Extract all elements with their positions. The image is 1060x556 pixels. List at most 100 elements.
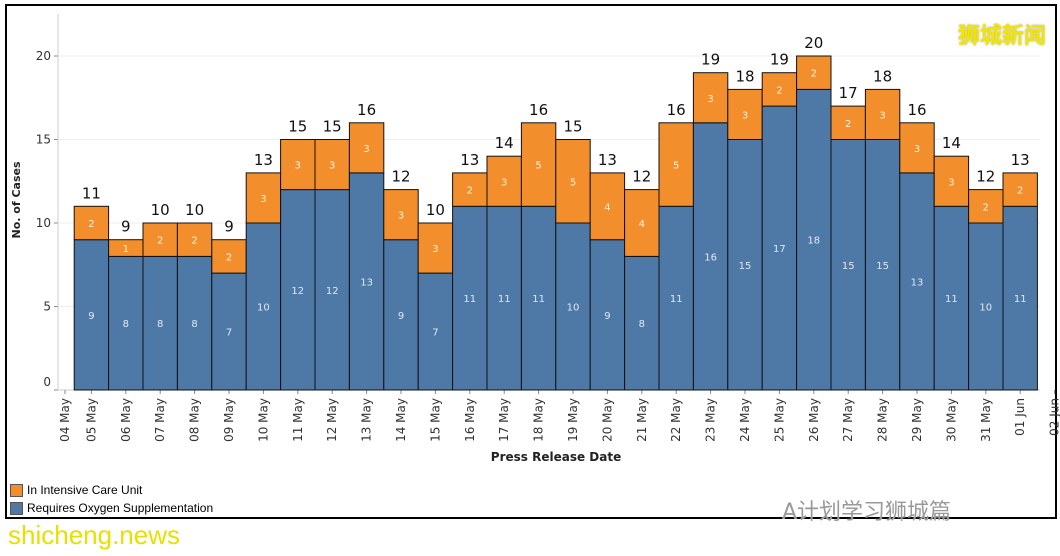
total-label: 18 [735, 67, 754, 85]
data-label-icu: 2 [191, 236, 197, 247]
x-tick-label: 21 May [635, 398, 649, 442]
data-label-oxygen: 9 [398, 311, 404, 322]
total-label: 11 [82, 184, 101, 202]
total-label: 12 [976, 168, 995, 186]
bar-icu [830, 105, 866, 140]
bar-icu [280, 139, 316, 191]
bar-icu [176, 222, 213, 257]
bar-icu [624, 189, 660, 257]
bar-icu [520, 122, 557, 207]
data-label-icu: 3 [914, 144, 920, 155]
data-label-oxygen: 18 [807, 236, 820, 247]
x-tick-label: 22 May [669, 398, 683, 442]
total-label: 9 [121, 218, 131, 236]
data-label-oxygen: 10 [567, 303, 580, 314]
bar-oxygen [968, 222, 1004, 391]
x-axis-title: Press Release Date [491, 450, 621, 464]
data-label-icu: 3 [879, 110, 885, 121]
data-label-icu: 2 [983, 202, 989, 213]
x-tick-label: 27 May [841, 398, 855, 442]
y-tick-label: 10 [36, 216, 51, 230]
data-label-icu: 4 [639, 219, 645, 230]
bar-icu [1002, 172, 1038, 207]
total-label: 14 [495, 134, 514, 152]
legend-swatch-oxygen [10, 501, 23, 515]
data-label-oxygen: 16 [704, 252, 717, 263]
bar-oxygen [899, 172, 935, 391]
data-label-icu: 2 [467, 186, 473, 197]
x-tick-label: 24 May [738, 398, 752, 442]
total-label: 9 [224, 218, 234, 236]
x-tick-label: 07 May [153, 398, 167, 442]
data-label-icu: 2 [811, 69, 817, 80]
data-label-oxygen: 8 [157, 319, 163, 330]
x-tick-label: 08 May [188, 398, 202, 442]
data-label-icu: 3 [260, 194, 266, 205]
bar-icu [968, 189, 1004, 224]
data-label-icu: 2 [157, 236, 163, 247]
total-label: 16 [667, 101, 686, 119]
x-tick-label: 26 May [807, 398, 821, 442]
x-tick-label: 02 Jun [1048, 398, 1060, 436]
data-label-oxygen: 15 [842, 261, 855, 272]
data-label-icu: 2 [88, 219, 94, 230]
data-label-oxygen: 12 [326, 286, 339, 297]
bar-icu [727, 88, 763, 140]
data-label-icu: 4 [604, 202, 610, 213]
bar-oxygen [761, 105, 798, 391]
x-tick-label: 23 May [704, 398, 718, 442]
y-axis-title: No. of Cases [10, 161, 23, 238]
total-label: 16 [529, 101, 548, 119]
data-label-oxygen: 17 [773, 244, 786, 255]
y-tick-label: 20 [36, 49, 51, 63]
data-label-icu: 2 [226, 252, 232, 263]
bar-oxygen [555, 222, 591, 391]
legend: In Intensive Care Unit Requires Oxygen S… [10, 481, 213, 517]
bar-oxygen [933, 205, 970, 391]
total-label: 18 [873, 67, 892, 85]
total-label: 19 [701, 51, 720, 69]
bar-icu [692, 72, 729, 124]
legend-label-oxygen: Requires Oxygen Supplementation [27, 501, 214, 515]
total-label: 12 [632, 168, 651, 186]
total-label: 15 [323, 118, 342, 136]
x-tick-label: 13 May [360, 398, 374, 442]
data-label-icu: 3 [363, 144, 369, 155]
legend-swatch-icu [10, 483, 23, 497]
total-label: 10 [151, 201, 170, 219]
watermark-wechat: A计划学习狮城篇 [782, 500, 952, 525]
total-label: 10 [426, 201, 445, 219]
bar-oxygen [1002, 205, 1038, 391]
data-label-oxygen: 13 [360, 277, 373, 288]
x-tick-label: 09 May [222, 398, 236, 442]
data-label-oxygen: 8 [191, 319, 197, 330]
x-tick-label: 30 May [944, 398, 958, 442]
legend-item-oxygen[interactable]: Requires Oxygen Supplementation [10, 499, 213, 517]
bar-oxygen [452, 205, 488, 391]
data-label-oxygen: 10 [979, 303, 992, 314]
data-label-oxygen: 7 [226, 328, 232, 339]
data-label-icu: 3 [295, 161, 301, 172]
x-tick-label: 14 May [394, 398, 408, 442]
data-label-oxygen: 11 [1014, 294, 1027, 305]
bar-icu [452, 172, 488, 207]
x-tick-label: 25 May [772, 398, 786, 442]
x-tick-label: 05 May [84, 398, 98, 442]
bar-icu [796, 55, 832, 90]
legend-item-icu[interactable]: In Intensive Care Unit [10, 481, 213, 499]
bar-icu [658, 122, 694, 207]
x-tick-label: 16 May [463, 398, 477, 442]
bar-oxygen [417, 272, 454, 391]
data-label-oxygen: 11 [532, 294, 545, 305]
bar-oxygen [348, 172, 385, 391]
data-label-oxygen: 12 [291, 286, 304, 297]
x-tick-label: 17 May [497, 398, 511, 442]
x-tick-label: 19 May [566, 398, 580, 442]
data-label-icu: 2 [1017, 186, 1023, 197]
x-tick-label: 18 May [532, 398, 546, 442]
y-tick-label: 0 [43, 375, 51, 389]
data-label-icu: 3 [329, 161, 335, 172]
total-label: 16 [357, 101, 376, 119]
bar-icu [383, 189, 419, 241]
